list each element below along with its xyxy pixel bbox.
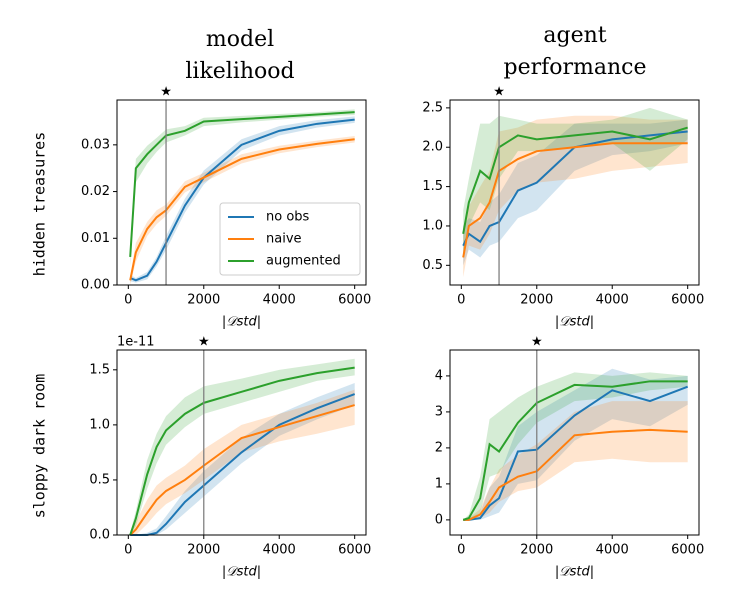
y-tick-label: 1.0	[89, 417, 110, 432]
series-line	[462, 126, 688, 235]
series-line	[463, 385, 689, 521]
error-band	[130, 389, 355, 535]
series-line	[129, 111, 355, 258]
y-tick-label: 2.0	[422, 140, 443, 155]
y-tick-label: 0	[435, 512, 443, 527]
row-label: sloppy dark room	[31, 374, 49, 519]
y-tick-label: 1.0	[422, 218, 443, 233]
y-tick-label: 0.0	[89, 528, 110, 543]
y-tick-label: 0.00	[81, 278, 110, 293]
y-tick-label: 0.01	[81, 231, 110, 246]
series-line	[462, 142, 688, 258]
x-tick-label: 0	[457, 293, 465, 308]
series-line	[129, 404, 355, 536]
y-tick-label: 4	[435, 368, 443, 383]
x-tick-label: 0	[457, 543, 465, 558]
series-line	[462, 380, 688, 521]
y-tick-label: 0.02	[81, 184, 110, 199]
series-line	[129, 138, 355, 281]
plot-frame	[116, 99, 367, 286]
error-band	[463, 372, 688, 520]
y-tick-label: 0.5	[422, 258, 443, 273]
row-label: hidden treasures	[31, 132, 49, 277]
series-line	[463, 428, 688, 521]
x-tick-label: 0	[124, 293, 132, 308]
y-tick-label: 0.5	[89, 472, 110, 487]
x-tick-label: 2000	[520, 293, 553, 308]
x-axis-label: |𝒟std|	[555, 315, 594, 330]
x-axis-label: |𝒟std|	[555, 565, 594, 580]
y-tick-label: 2	[435, 440, 443, 455]
error-band	[463, 115, 688, 278]
x-tick-label: 2000	[520, 543, 553, 558]
x-tick-label: 2000	[187, 293, 220, 308]
reference-marker: ★	[160, 85, 172, 100]
y-tick-label: 0.03	[81, 137, 110, 152]
plot-frame	[449, 99, 700, 286]
x-tick-label: 4000	[596, 293, 629, 308]
x-axis-label: |𝒟std|	[222, 315, 261, 330]
y-tick-label: 3	[435, 404, 443, 419]
x-tick-label: 4000	[263, 293, 296, 308]
x-tick-label: 0	[124, 543, 132, 558]
x-tick-label: 6000	[338, 293, 371, 308]
y-tick-label: 2.5	[422, 100, 443, 115]
reference-marker: ★	[531, 335, 543, 350]
plot-frame	[449, 349, 700, 536]
x-tick-label: 6000	[338, 543, 371, 558]
legend-label: augmented	[266, 254, 341, 269]
x-tick-label: 6000	[671, 543, 704, 558]
legend-label: no obs	[266, 210, 310, 225]
column-title: agent	[543, 23, 606, 48]
x-tick-label: 4000	[596, 543, 629, 558]
x-tick-label: 2000	[187, 543, 220, 558]
error-band	[463, 368, 688, 520]
series-line	[129, 366, 355, 536]
y-tick-label: 1.5	[89, 362, 110, 377]
reference-marker: ★	[198, 335, 210, 350]
error-band	[130, 358, 355, 535]
column-title: performance	[503, 55, 646, 80]
error-band	[463, 107, 688, 258]
x-tick-label: 4000	[263, 543, 296, 558]
y-tick-label: 1	[435, 476, 443, 491]
y-tick-label: 1.5	[422, 179, 443, 194]
plot-frame	[116, 349, 367, 536]
x-axis-label: |𝒟std|	[222, 565, 261, 580]
reference-marker: ★	[493, 85, 505, 100]
series-line	[462, 130, 688, 247]
column-title: likelihood	[185, 59, 294, 84]
series-line	[129, 118, 355, 282]
column-title: model	[206, 27, 274, 52]
legend-box	[219, 202, 361, 276]
x-tick-label: 6000	[671, 293, 704, 308]
offset-text: 1e-11	[117, 335, 155, 350]
legend-label: naive	[266, 232, 302, 247]
